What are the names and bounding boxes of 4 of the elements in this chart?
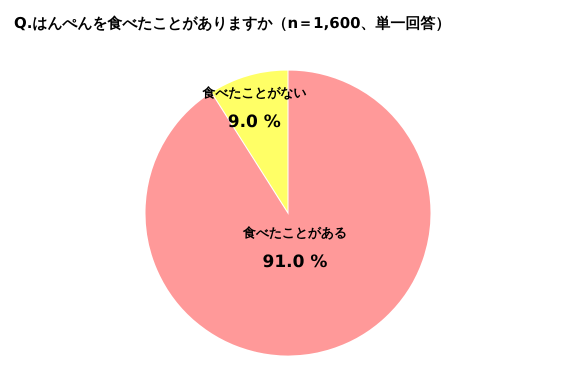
chart-title: Q.はんぺんを食べたことがありますか（n＝1,600、単一回答） (14, 14, 451, 33)
pie-slice (144, 70, 432, 356)
slice-label: 食べたことがある (242, 226, 347, 242)
data-label: 91.0 % (262, 252, 328, 272)
